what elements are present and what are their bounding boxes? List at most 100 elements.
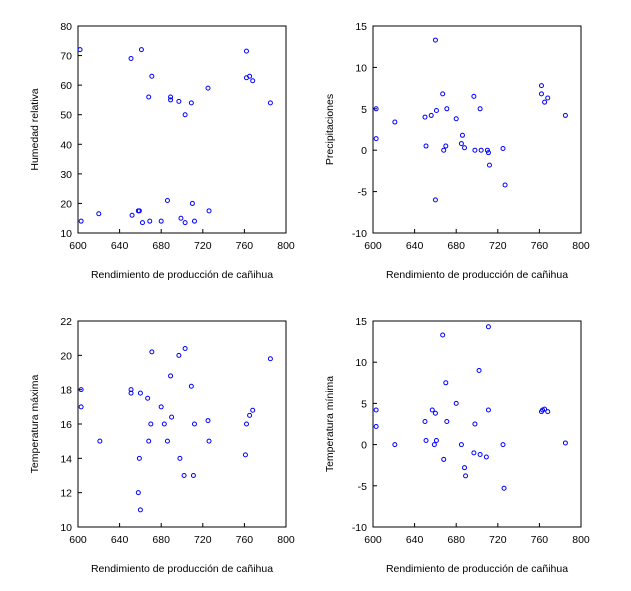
data-point xyxy=(137,390,143,396)
data-point xyxy=(177,455,183,461)
y-axis-label: Temperatura máxima xyxy=(29,375,41,474)
y-tick-label: 12 xyxy=(60,488,72,500)
x-tick-label: 600 xyxy=(364,240,382,252)
data-point xyxy=(459,132,465,138)
data-point xyxy=(158,404,164,410)
data-point xyxy=(250,78,256,84)
y-tick-label: 10 xyxy=(60,228,72,240)
data-point xyxy=(477,106,483,112)
x-tick-label: 640 xyxy=(111,240,129,252)
data-point xyxy=(182,112,188,118)
data-point xyxy=(168,94,174,100)
data-point xyxy=(373,423,379,429)
data-point xyxy=(191,421,197,427)
data-point xyxy=(440,91,446,97)
x-tick-label: 600 xyxy=(364,534,382,546)
y-tick-label: 70 xyxy=(60,51,72,63)
data-point xyxy=(443,380,449,386)
data-point xyxy=(96,211,102,217)
y-tick-label: 22 xyxy=(60,316,72,328)
y-tick-label: 5 xyxy=(361,104,367,116)
x-tick-label: 800 xyxy=(572,240,590,252)
data-point xyxy=(463,473,469,479)
data-point xyxy=(139,220,145,226)
plot-frame xyxy=(372,25,582,234)
data-point xyxy=(373,136,379,142)
data-point xyxy=(243,421,249,427)
data-point xyxy=(485,407,491,413)
x-tick-label: 680 xyxy=(152,240,170,252)
y-tick-label: 16 xyxy=(60,419,72,431)
data-point xyxy=(97,438,103,444)
data-point xyxy=(444,106,450,112)
data-point xyxy=(161,421,167,427)
data-point xyxy=(164,438,170,444)
data-point xyxy=(423,437,429,443)
chart-panel-3: 600 640 680 720 760 800 10 12 14 16 18 20 22 Rendimie… xyxy=(29,316,295,575)
x-tick-label: 640 xyxy=(406,240,424,252)
y-tick-label: -5 xyxy=(358,481,367,493)
data-point xyxy=(128,56,134,62)
x-tick-label: 680 xyxy=(152,534,170,546)
y-tick-label: 15 xyxy=(355,316,367,328)
data-point xyxy=(206,438,212,444)
data-point xyxy=(168,97,174,103)
data-point xyxy=(453,116,459,122)
data-point xyxy=(422,114,428,120)
x-tick-label: 640 xyxy=(406,534,424,546)
data-point xyxy=(501,485,507,491)
x-tick-label: 600 xyxy=(69,240,87,252)
data-point xyxy=(477,451,483,457)
x-tick-label: 800 xyxy=(277,240,295,252)
x-tick-label: 720 xyxy=(194,534,212,546)
data-point xyxy=(77,47,83,53)
data-point xyxy=(176,352,182,358)
data-point xyxy=(190,473,196,478)
data-point xyxy=(128,387,134,393)
data-point xyxy=(129,212,135,218)
data-point xyxy=(250,407,256,413)
data-point xyxy=(472,147,478,153)
data-point xyxy=(189,200,195,206)
data-point xyxy=(188,383,194,389)
x-tick-label: 760 xyxy=(531,240,549,252)
data-point xyxy=(432,37,438,43)
x-tick-label: 800 xyxy=(277,534,295,546)
x-tick-label: 720 xyxy=(489,240,507,252)
data-point xyxy=(545,409,551,415)
data-point xyxy=(443,143,449,149)
data-point xyxy=(146,94,152,100)
x-tick-label: 600 xyxy=(69,534,87,546)
data-point xyxy=(500,146,506,152)
data-point xyxy=(78,404,84,410)
data-point xyxy=(458,141,464,147)
data-point xyxy=(471,450,477,456)
data-point xyxy=(458,442,464,448)
data-point xyxy=(545,95,551,101)
data-point xyxy=(431,442,437,448)
data-point xyxy=(502,182,508,188)
data-point xyxy=(433,107,439,113)
data-point xyxy=(485,324,491,330)
data-point xyxy=(429,407,435,413)
data-point xyxy=(78,218,84,224)
y-tick-label: 18 xyxy=(60,385,72,397)
data-point xyxy=(538,83,544,89)
x-tick-label: 760 xyxy=(531,534,549,546)
chart-panel-2: 600 640 680 720 760 800 -10 -5 0 5 10 15 Rendimiento… xyxy=(324,21,590,281)
x-tick-label: 680 xyxy=(447,534,465,546)
plot-frame xyxy=(77,25,287,234)
data-point xyxy=(483,454,489,460)
data-point xyxy=(422,419,428,425)
data-point xyxy=(176,98,182,104)
x-axis-label: Rendimiento de producción de cañihua xyxy=(386,269,568,281)
data-point xyxy=(373,407,379,413)
x-axis-label: Rendimiento de producción de cañihua xyxy=(91,269,273,281)
data-point xyxy=(136,455,142,461)
x-tick-label: 720 xyxy=(489,534,507,546)
data-point xyxy=(145,395,151,401)
data-point xyxy=(164,197,170,203)
data-point xyxy=(168,373,174,379)
plot-frame xyxy=(372,320,582,528)
